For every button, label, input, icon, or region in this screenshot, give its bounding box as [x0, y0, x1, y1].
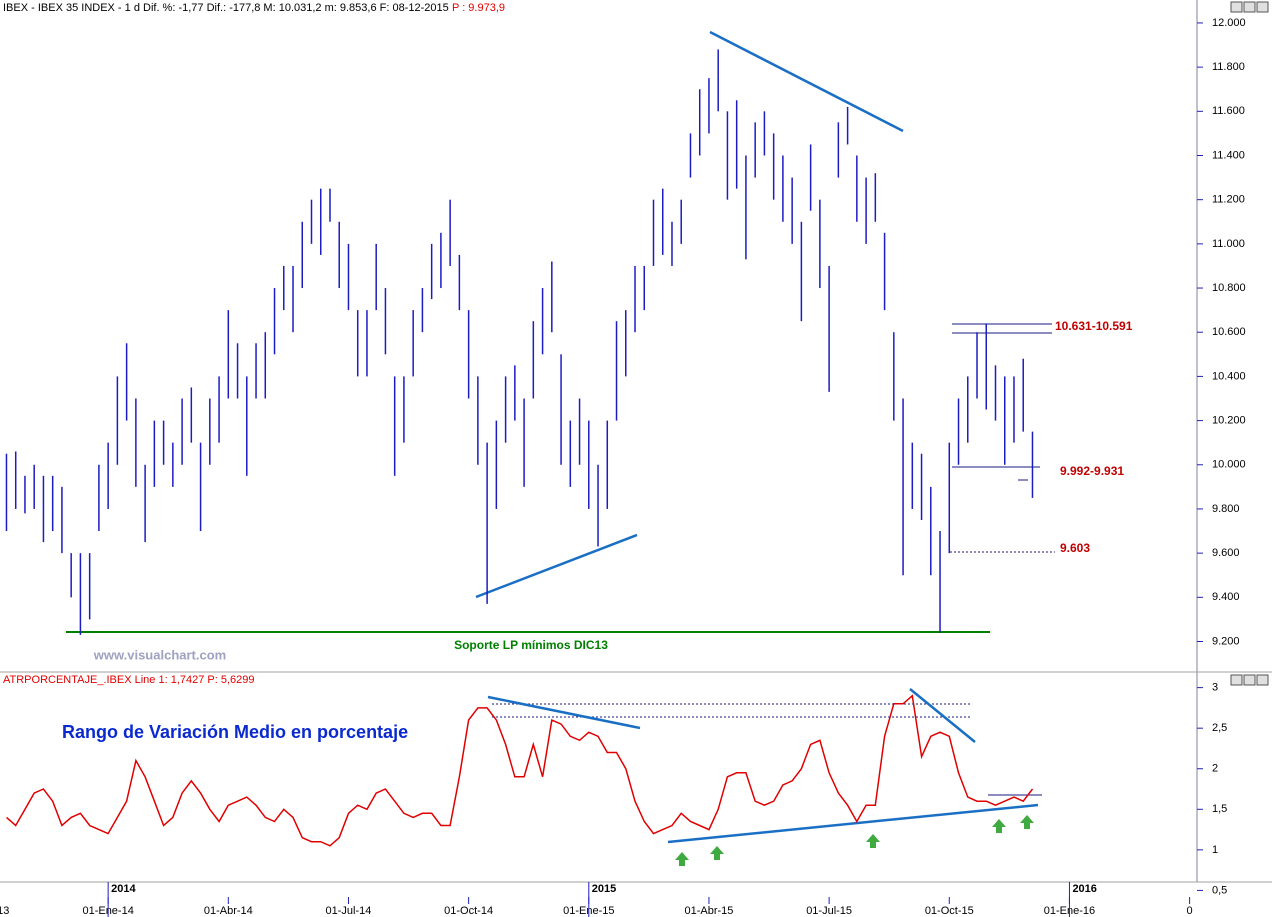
- x-tick-label: 01-Jul-14: [326, 905, 372, 917]
- y-tick-label: 10.800: [1212, 282, 1246, 294]
- panel-title: ATRPORCENTAJE_.IBEX Line 1: 1,7427 P: 5,…: [3, 674, 255, 686]
- x-tick-label: 01-Oct-14: [444, 905, 493, 917]
- x-tick-label: 01-Jul-15: [806, 905, 852, 917]
- minimize-button[interactable]: [1230, 1, 1243, 13]
- trend-line: [475, 533, 638, 599]
- annotation: 9.603: [1060, 541, 1090, 555]
- window-buttons[interactable]: [1230, 1, 1269, 686]
- y-tick-label: 9.800: [1212, 503, 1240, 515]
- y-tick-label: 9.200: [1212, 635, 1240, 647]
- y-tick-label: 9.600: [1212, 547, 1240, 559]
- arrows: [675, 815, 1034, 866]
- atr-line: [6, 694, 1034, 847]
- y-tick-label: 10.400: [1212, 370, 1246, 382]
- annotation: 9.992-9.931: [1060, 464, 1124, 478]
- arrow: [1020, 815, 1034, 829]
- y-tick-label: 11.000: [1212, 238, 1245, 250]
- y-tick-label: 10.200: [1212, 414, 1246, 426]
- y-tick-label: 10.000: [1212, 459, 1246, 471]
- y-tick-label: 1: [1212, 844, 1218, 856]
- annotation: 10.631-10.591: [1055, 319, 1133, 333]
- trend-line: [709, 30, 904, 133]
- y-tick-label: 12.000: [1212, 17, 1246, 29]
- y-tick-label: 11.200: [1212, 194, 1245, 206]
- arrow: [675, 852, 689, 866]
- year-label: 2014: [111, 883, 136, 895]
- x-tick-label: 01-Abr-14: [204, 905, 253, 917]
- y-tick-label: 10.600: [1212, 326, 1246, 338]
- close-button[interactable]: [1256, 674, 1269, 686]
- arrow: [866, 834, 880, 848]
- x-tick-label: 0: [1187, 905, 1193, 917]
- y-tick-label: 1,5: [1212, 803, 1227, 815]
- trend-line: [909, 688, 976, 743]
- x-tick-label: 01-Oct-15: [925, 905, 974, 917]
- arrow: [992, 819, 1006, 833]
- y-tick-label: 11.600: [1212, 105, 1245, 117]
- y-tick-label: 3: [1212, 682, 1218, 694]
- x-tick-label: 1-Oct-13: [0, 905, 9, 917]
- watermark: www.visualchart.com: [93, 647, 226, 662]
- y-tick-label: 2,5: [1212, 722, 1227, 734]
- year-label: 2016: [1072, 883, 1096, 895]
- maximize-button[interactable]: [1243, 674, 1256, 686]
- close-button[interactable]: [1256, 1, 1269, 13]
- chart-title: IBEX - IBEX 35 INDEX - 1 d Dif. %: -1,77…: [3, 2, 449, 14]
- y-tick-label: 11.800: [1212, 61, 1245, 73]
- y-tick-label: 2: [1212, 763, 1218, 775]
- y-tick-label: 0,5: [1212, 884, 1227, 896]
- trend-line: [667, 803, 1039, 844]
- arrow: [710, 846, 724, 860]
- minimize-button[interactable]: [1230, 674, 1243, 686]
- price-label: P : 9.973,9: [452, 2, 505, 14]
- y-tick-label: 11.400: [1212, 149, 1245, 161]
- trend-line: [487, 695, 641, 730]
- year-label: 2015: [592, 883, 616, 895]
- panel-subtitle: Rango de Variación Medio en porcentaje: [62, 722, 408, 742]
- maximize-button[interactable]: [1243, 1, 1256, 13]
- annotation: Soporte LP mínimos DIC13: [454, 638, 608, 652]
- y-tick-label: 9.400: [1212, 591, 1240, 603]
- x-tick-label: 01-Abr-15: [684, 905, 733, 917]
